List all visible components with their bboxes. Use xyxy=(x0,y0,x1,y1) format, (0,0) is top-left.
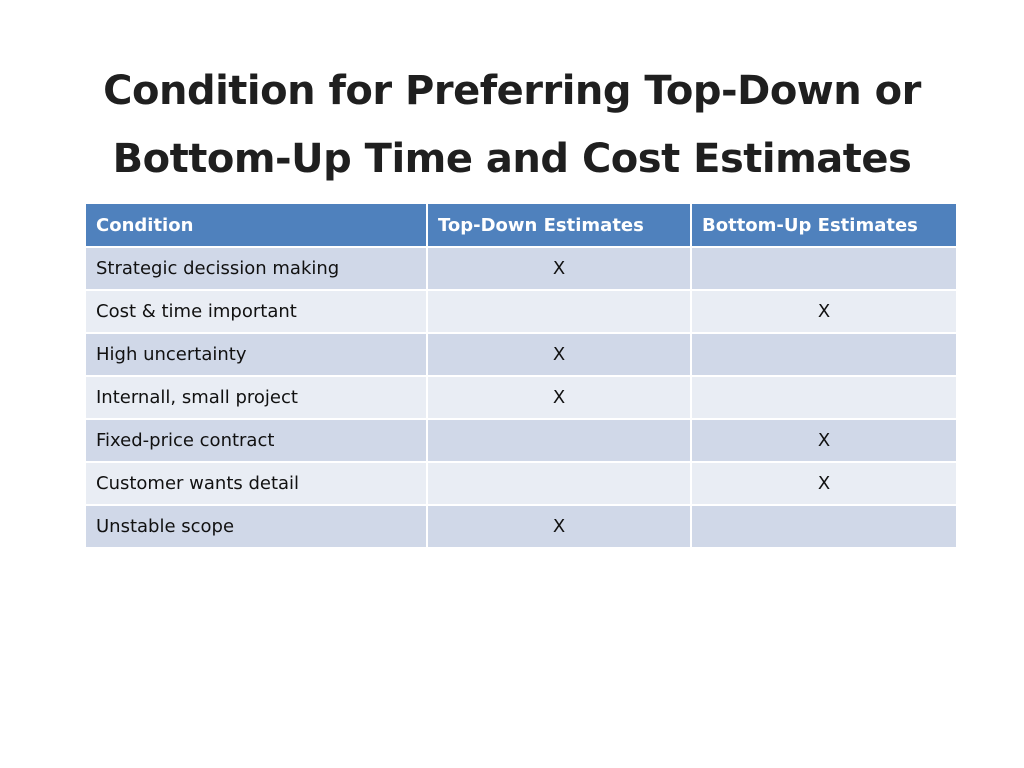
top-down-cell: X xyxy=(427,332,692,376)
bottom-up-cell: X xyxy=(691,461,956,505)
table-row: High uncertainty X xyxy=(86,332,956,376)
bottom-up-cell xyxy=(691,375,956,419)
top-down-cell: X xyxy=(427,246,692,290)
condition-cell: Internall, small project xyxy=(86,375,428,419)
header-top-down: Top-Down Estimates xyxy=(427,204,692,247)
condition-cell: Cost & time important xyxy=(86,289,428,333)
condition-cell: Fixed-price contract xyxy=(86,418,428,462)
top-down-cell: X xyxy=(427,504,692,547)
bottom-up-cell xyxy=(691,504,956,547)
table-header-row: Condition Top-Down Estimates Bottom-Up E… xyxy=(86,204,956,247)
condition-cell: High uncertainty xyxy=(86,332,428,376)
slide-title: Condition for Preferring Top-Down or Bot… xyxy=(40,57,984,193)
header-condition: Condition xyxy=(86,204,428,247)
condition-cell: Unstable scope xyxy=(86,504,428,547)
bottom-up-cell: X xyxy=(691,289,956,333)
bottom-up-cell: X xyxy=(691,418,956,462)
bottom-up-cell xyxy=(691,246,956,290)
bottom-up-cell xyxy=(691,332,956,376)
table-row: Strategic decission making X xyxy=(86,246,956,290)
table-row: Cost & time important X xyxy=(86,289,956,333)
condition-cell: Strategic decission making xyxy=(86,246,428,290)
condition-cell: Customer wants detail xyxy=(86,461,428,505)
title-line-1: Condition for Preferring Top-Down or xyxy=(103,67,921,114)
table-row: Customer wants detail X xyxy=(86,461,956,505)
top-down-cell xyxy=(427,289,692,333)
table-row: Fixed-price contract X xyxy=(86,418,956,462)
table-row: Unstable scope X xyxy=(86,504,956,547)
title-line-2: Bottom-Up Time and Cost Estimates xyxy=(112,135,912,182)
header-bottom-up: Bottom-Up Estimates xyxy=(691,204,956,247)
top-down-cell xyxy=(427,418,692,462)
top-down-cell xyxy=(427,461,692,505)
top-down-cell: X xyxy=(427,375,692,419)
estimates-table: Condition Top-Down Estimates Bottom-Up E… xyxy=(86,204,956,547)
table-row: Internall, small project X xyxy=(86,375,956,419)
